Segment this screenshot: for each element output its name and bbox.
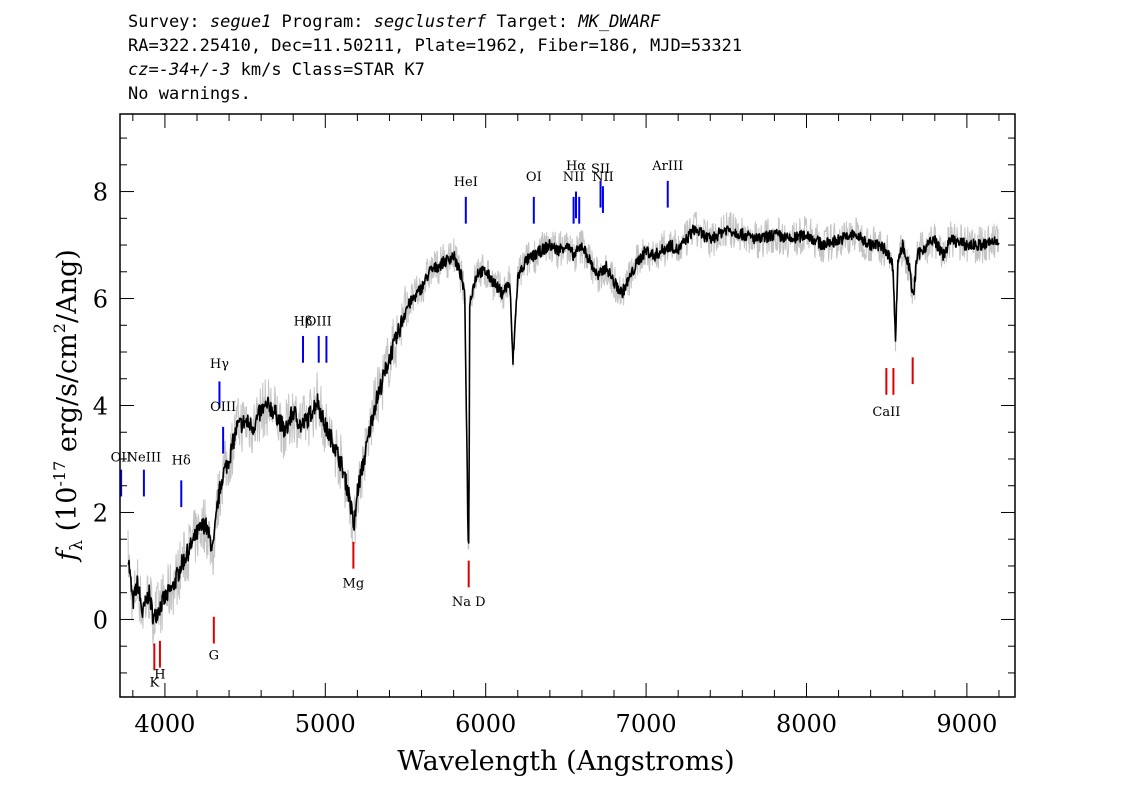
x-tick-label-2: 6000 xyxy=(455,710,516,738)
y-tick-label-3: 6 xyxy=(93,286,108,314)
emission-label-0: OII xyxy=(111,451,132,466)
class-info: km/s Class=STAR K7 xyxy=(230,60,425,80)
y-title-text2: erg/s/cm xyxy=(52,333,83,461)
emission-label-14: NII xyxy=(592,170,614,185)
y-axis-title: fλ (10-17 erg/s/cm2/Ang) xyxy=(50,249,87,563)
target-label: Target: xyxy=(486,12,579,32)
error-line xyxy=(127,211,1000,646)
y-tick-label-1: 2 xyxy=(93,499,108,527)
header-line-coords: RA=322.25410, Dec=11.50211, Plate=1962, … xyxy=(128,36,743,56)
emission-label-13: SII xyxy=(591,162,610,177)
header-line-survey: Survey: segue1 Program: segclusterf Targ… xyxy=(128,10,742,34)
x-tick-label-5: 9000 xyxy=(936,710,997,738)
absorption-label-2: G xyxy=(209,649,219,664)
emission-label-3: Hγ xyxy=(210,357,229,372)
x-tick-label-0: 4000 xyxy=(134,710,195,738)
axis-ticks xyxy=(120,114,1015,697)
emission-label-4: OIII xyxy=(210,400,236,415)
x-tick-label-4: 8000 xyxy=(776,710,837,738)
header-line-redshift: cz=-34+/-3 km/s Class=STAR K7 xyxy=(128,58,742,82)
target-value: MK_DWARF xyxy=(578,12,661,32)
cz-value: -34+/-3 xyxy=(158,60,231,80)
program-value: segclusterf xyxy=(373,12,487,32)
emission-label-5: Hβ xyxy=(294,314,313,329)
absorption-label-5: CaII xyxy=(872,405,900,420)
y-title-exp: -17 xyxy=(50,461,69,487)
cz-equals: = xyxy=(148,60,159,80)
flux-series xyxy=(127,224,1000,625)
absorption-label-0: K xyxy=(149,675,159,690)
flux-line xyxy=(127,224,1000,625)
y-tick-label-0: 0 xyxy=(93,606,108,634)
x-axis-title: Wavelength (Angstroms) xyxy=(397,746,734,777)
emission-label-11: Hα xyxy=(566,159,586,174)
survey-label: Survey: xyxy=(128,12,210,32)
emission-label-6: OIII xyxy=(306,314,332,329)
error-band xyxy=(127,211,1000,646)
absorption-label-3: Mg xyxy=(343,576,365,591)
emission-label-1: NeIII xyxy=(127,451,161,466)
y-tick-label-4: 8 xyxy=(93,179,108,207)
spectrum-header: Survey: segue1 Program: segclusterf Targ… xyxy=(128,10,742,106)
program-label: Program: xyxy=(271,12,374,32)
x-tick-label-1: 5000 xyxy=(295,710,356,738)
emission-label-9: OI xyxy=(526,170,542,185)
emission-label-15: ArIII xyxy=(651,159,683,174)
y-title-text: (10 xyxy=(52,487,83,540)
emission-label-2: Hδ xyxy=(172,453,191,468)
emission-label-8: HeI xyxy=(454,175,478,190)
y-title-exp2: 2 xyxy=(50,323,69,333)
absorption-label-4: Na D xyxy=(452,595,486,610)
axis-tick-labels: 4000 5000 6000 7000 8000 9000 0 2 4 6 8 xyxy=(93,179,998,738)
survey-value: segue1 xyxy=(209,12,272,32)
y-tick-label-2: 4 xyxy=(93,393,108,421)
y-title-text3: /Ang) xyxy=(52,249,83,323)
cz-label: cz xyxy=(128,60,149,80)
x-tick-label-3: 7000 xyxy=(616,710,677,738)
header-line-warnings: No warnings. xyxy=(128,84,251,104)
y-title-sub: λ xyxy=(67,540,87,551)
emission-label-10: NII xyxy=(563,170,585,185)
absorption-label-1: H xyxy=(154,667,165,682)
